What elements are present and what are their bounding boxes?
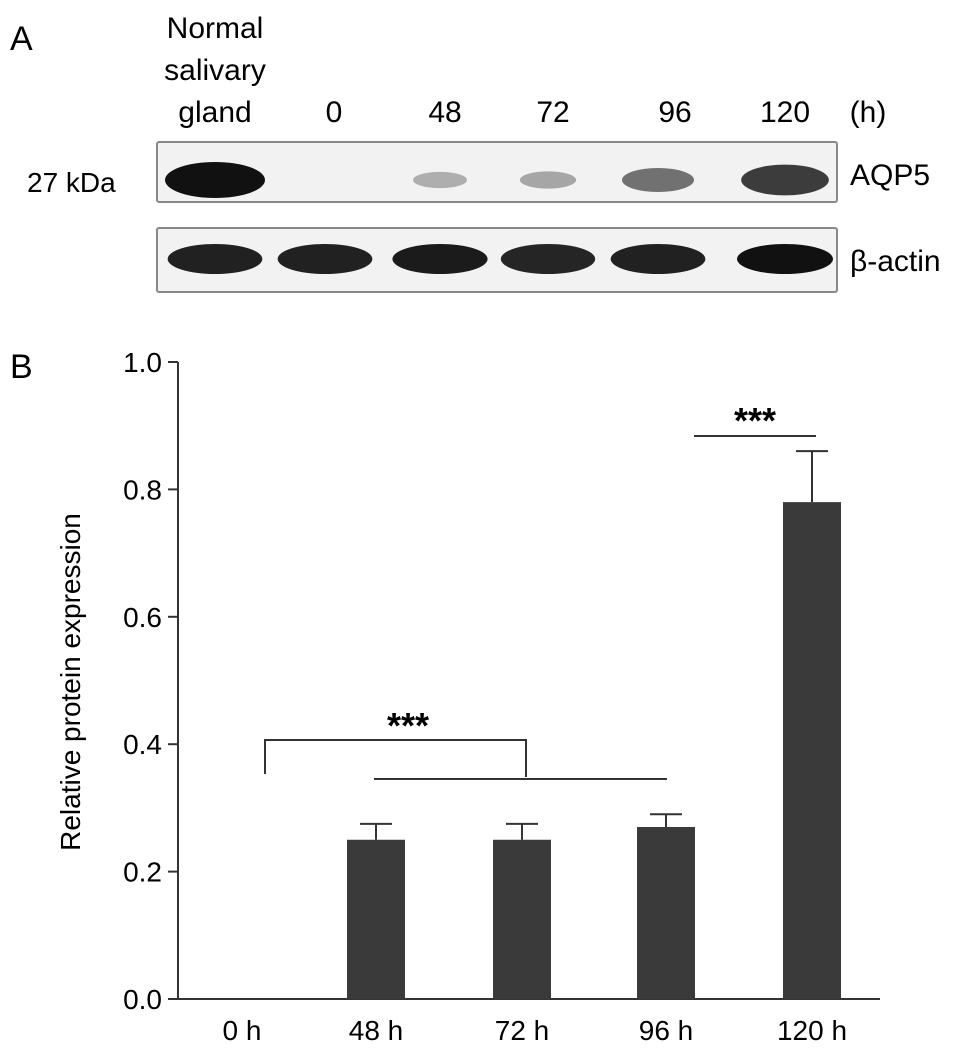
x-tick-labels: 0 h 48 h 72 h 96 h 120 h — [223, 1015, 848, 1046]
y-axis-title: Relative protein expression — [55, 513, 86, 851]
band-beta-actin-120h — [737, 244, 833, 274]
significance-marker-left: *** — [387, 705, 429, 746]
significance-bracket-left: *** — [264, 705, 667, 780]
y-tick-label: 0.0 — [123, 984, 162, 1015]
panel-b-letter: B — [10, 348, 33, 386]
bar — [783, 502, 841, 999]
band-aqp5-normal — [165, 162, 265, 198]
lane-header-line-2: salivary — [164, 54, 266, 87]
panel-a: A Normal salivary gland 0 48 72 96 120 (… — [10, 12, 941, 293]
y-tick-label: 0.2 — [123, 857, 162, 888]
x-tick-label: 96 h — [639, 1015, 694, 1046]
beta-actin-bands — [167, 244, 833, 274]
band-beta-actin-normal — [167, 244, 263, 274]
lane-header-line-1: Normal — [167, 12, 264, 45]
time-unit-label: (h) — [850, 96, 887, 129]
band-beta-actin-48h — [392, 244, 488, 274]
bar — [637, 827, 695, 999]
band-aqp5-96h — [622, 168, 694, 192]
bars — [347, 502, 841, 999]
blot-label-beta-actin: β-actin — [850, 245, 941, 278]
y-tick-label: 0.6 — [123, 602, 162, 633]
error-bars — [360, 450, 828, 840]
y-tick-label: 0.8 — [123, 474, 162, 505]
y-ticks: 0.0 0.2 0.4 0.6 0.8 1.0 — [123, 347, 178, 1015]
x-tick-label: 72 h — [495, 1015, 550, 1046]
band-aqp5-72h — [519, 171, 577, 189]
lane-labels: 0 48 72 96 120 (h) — [326, 96, 887, 129]
band-beta-actin-0h — [277, 244, 373, 274]
x-tick-label: 0 h — [223, 1015, 262, 1046]
bar — [493, 839, 551, 999]
blot-label-aqp5: AQP5 — [850, 159, 930, 192]
band-beta-actin-96h — [610, 244, 706, 274]
x-tick-label: 48 h — [349, 1015, 404, 1046]
band-aqp5-120h — [741, 164, 829, 196]
lane-label-72h: 72 — [536, 96, 569, 129]
panel-b: B Relative protein expression 0.00.20.40… — [10, 347, 880, 1046]
significance-bracket-right: *** — [694, 400, 816, 441]
beta-actin-blot — [156, 227, 838, 293]
molecular-weight-label: 27 kDa — [27, 167, 116, 198]
band-aqp5-48h — [412, 171, 468, 189]
bar — [347, 839, 405, 999]
y-tick-label: 0.4 — [123, 729, 162, 760]
significance-marker-right: *** — [734, 400, 776, 441]
band-beta-actin-72h — [500, 244, 596, 274]
blot-frame-beta-actin — [156, 227, 838, 293]
y-tick-label: 1.0 — [123, 347, 162, 378]
bracket-line-upper — [264, 739, 527, 777]
lane-label-120h: 120 — [760, 96, 810, 129]
lane-header-line-3: gland — [178, 96, 251, 129]
lane-label-96h: 96 — [658, 96, 691, 129]
lane-label-48h: 48 — [428, 96, 461, 129]
lane-label-0h: 0 — [326, 96, 343, 129]
aqp5-blot — [156, 141, 838, 203]
panel-a-letter: A — [10, 20, 33, 58]
aqp5-bands — [165, 162, 829, 198]
x-tick-label: 120 h — [777, 1015, 847, 1046]
lane-header: Normal salivary gland — [164, 12, 266, 129]
